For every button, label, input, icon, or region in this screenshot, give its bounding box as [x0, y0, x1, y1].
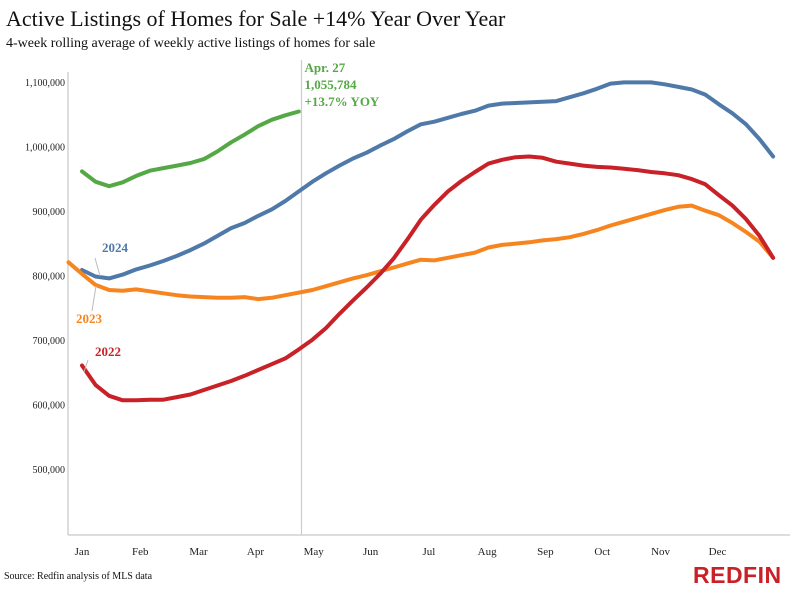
x-tick-label: Jan [75, 546, 90, 558]
y-tick-label: 800,000 [33, 272, 66, 283]
redfin-logo: REDFIN [693, 562, 782, 588]
x-tick-label: May [304, 546, 325, 558]
y-tick-label: 600,000 [33, 401, 66, 412]
line-chart: 500,000 600,000 700,000 800,000 900,000 1,000… [25, 60, 790, 558]
series-line-2024 [80, 80, 776, 281]
x-tick-label: Apr [247, 546, 264, 558]
callout-value: 1,055,784 [305, 77, 358, 92]
y-tick-label: 1,000,000 [25, 143, 65, 154]
chart-title: Active Listings of Homes for Sale +14% Y… [6, 6, 506, 31]
series-label-2024: 2024 [102, 240, 129, 255]
callout-date: Apr. 27 [305, 60, 346, 75]
y-tick-label: 1,100,000 [25, 78, 65, 89]
series-label-leader-2024 [94, 257, 101, 277]
x-tick-label: Aug [478, 546, 497, 558]
x-tick-label: Jul [422, 546, 435, 558]
x-tick-label: Feb [132, 546, 149, 558]
series-label-2022: 2022 [95, 344, 121, 359]
y-tick-label: 900,000 [33, 207, 66, 218]
x-tick-label: Sep [537, 546, 554, 558]
series-line-2022 [80, 154, 776, 403]
callout-change: +13.7% YOY [305, 94, 380, 109]
x-tick-label: Jun [363, 546, 379, 558]
chart-subtitle: 4-week rolling average of weekly active … [6, 36, 376, 51]
source-note: Source: Redfin analysis of MLS data [4, 571, 153, 582]
x-tick-label: Mar [189, 546, 208, 558]
y-tick-label: 700,000 [33, 336, 66, 347]
series-label-leader-2023 [91, 285, 97, 312]
x-tick-label: Oct [594, 546, 610, 558]
x-tick-label: Nov [651, 546, 670, 558]
series-line-2025 [80, 109, 301, 189]
series-line-2023 [66, 203, 776, 302]
series-label-2023: 2023 [76, 311, 103, 326]
x-tick-label: Dec [709, 546, 727, 558]
series-label-leader-2022 [83, 359, 89, 373]
y-tick-label: 500,000 [33, 465, 66, 476]
